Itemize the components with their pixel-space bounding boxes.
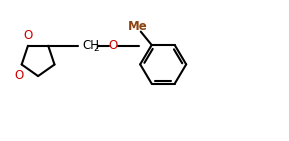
Text: 2: 2 — [94, 44, 99, 53]
Text: Me: Me — [127, 20, 147, 33]
Text: CH: CH — [83, 39, 100, 52]
Text: O: O — [23, 29, 33, 42]
Text: O: O — [15, 69, 24, 82]
Text: O: O — [108, 39, 118, 52]
